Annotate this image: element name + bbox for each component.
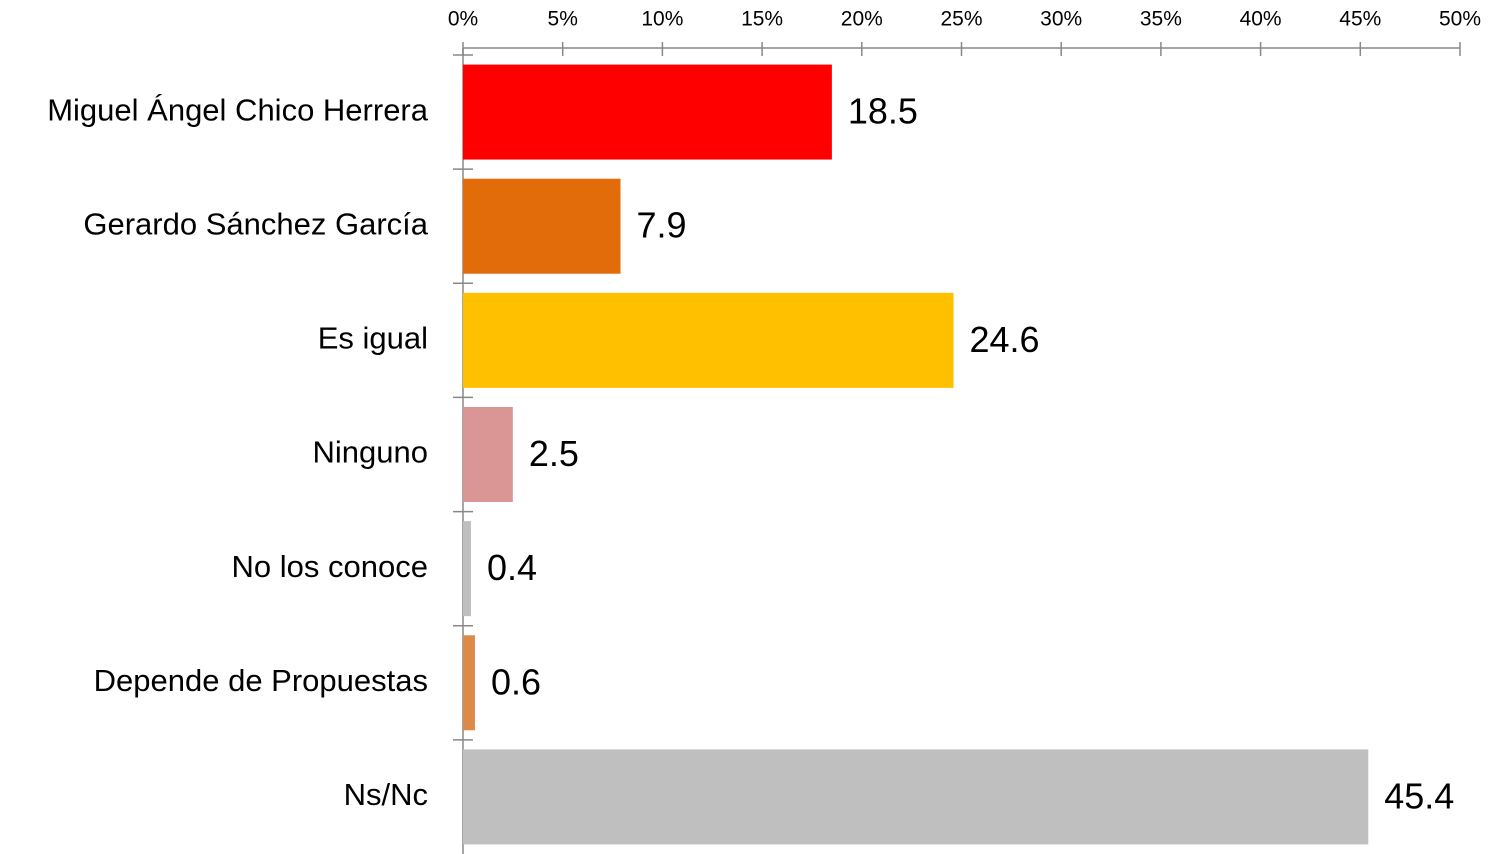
x-tick-label: 35% [1140,8,1182,31]
y-tick-label: Gerardo Sánchez García [83,206,428,241]
y-tick-label: Depende de Propuestas [94,663,428,698]
y-tick-label: Es igual [318,321,428,356]
bar [463,635,475,731]
x-tick-label: 50% [1439,8,1481,31]
value-label: 0.6 [491,661,541,702]
x-tick-label: 25% [940,8,982,31]
x-tick-label: 20% [841,8,883,31]
y-tick-label: No los conoce [232,549,428,584]
value-label: 0.4 [487,547,537,588]
value-label: 7.9 [637,205,687,246]
x-tick-label: 0% [448,8,478,31]
x-tick-label: 30% [1040,8,1082,31]
bar [463,178,621,274]
x-tick-label: 15% [741,8,783,31]
y-tick-label: Ninguno [313,435,428,470]
y-tick-label: Miguel Ángel Chico Herrera [47,92,429,127]
x-tick-label: 5% [548,8,578,31]
x-tick-label: 40% [1240,8,1282,31]
value-label: 45.4 [1384,775,1454,816]
bar [463,407,513,502]
bar [463,292,954,388]
value-label: 2.5 [529,433,579,474]
x-tick-label: 10% [641,8,683,31]
value-label: 24.6 [970,319,1040,360]
x-tick-label: 45% [1339,8,1381,31]
y-tick-label: Ns/Nc [344,777,428,812]
bar [463,521,471,617]
bar [463,64,832,160]
value-label: 18.5 [848,91,918,132]
bar [463,749,1369,845]
